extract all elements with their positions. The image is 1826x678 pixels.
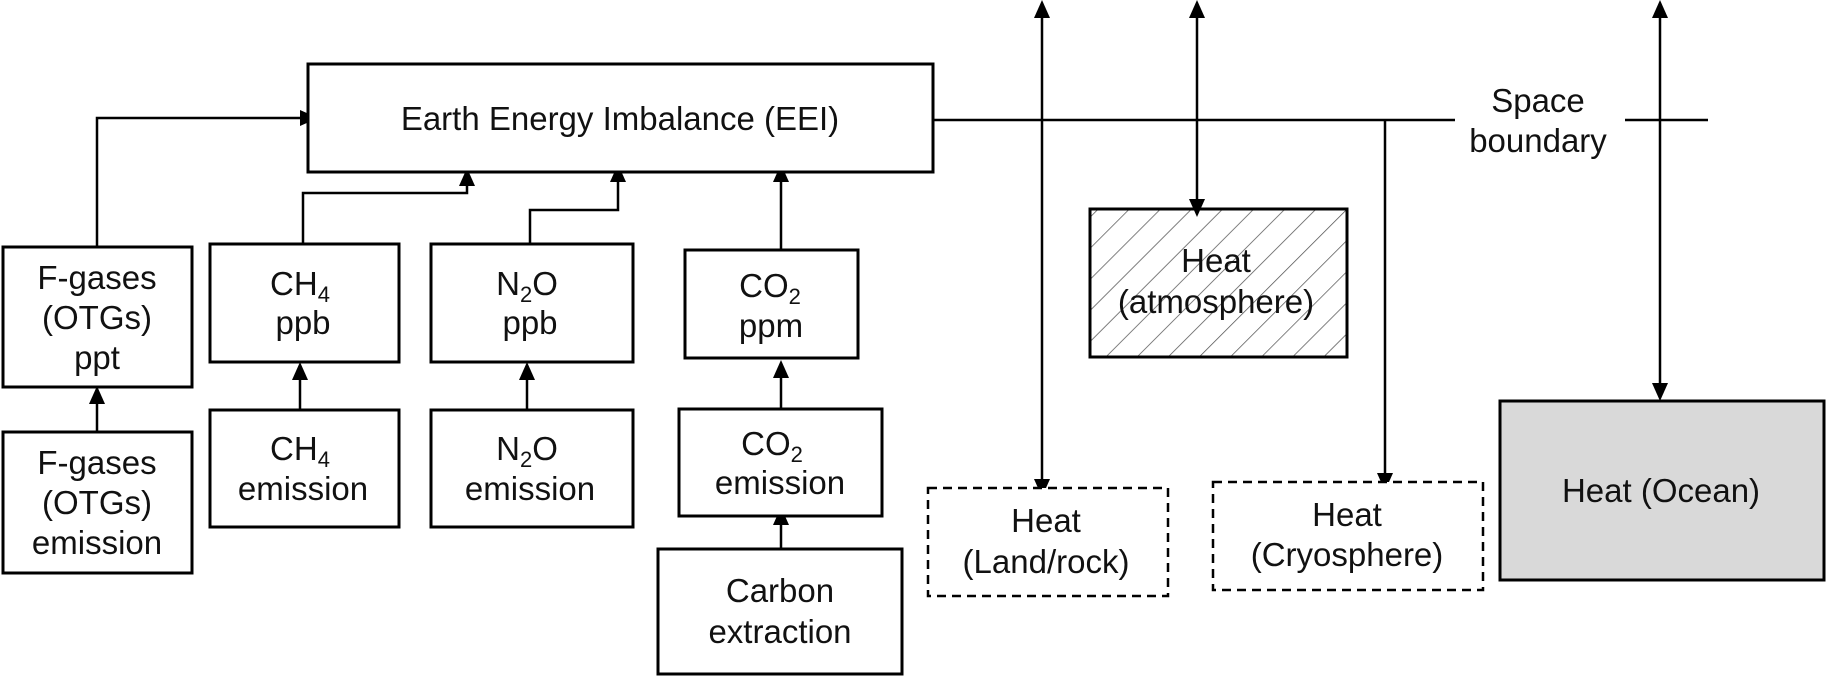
carbon-extraction-box: Carbon extraction [656, 547, 904, 676]
carbon-extraction-line1: Carbon [726, 572, 834, 609]
heat-land-line1: Heat [1011, 502, 1081, 539]
ch4-ppb-unit: ppb [275, 304, 330, 341]
n2o-emission-box: N2O emission [429, 408, 635, 529]
fgases-emission-box: F-gases (OTGs) emission [1, 430, 194, 575]
ch4-emission-label: emission [238, 470, 368, 507]
n2o-ppb-unit: ppb [502, 304, 557, 341]
arrow-n2o-emis-to-conc-head [519, 362, 535, 380]
arrow-fgases-to-eei [95, 116, 300, 247]
co2-emission-label: emission [715, 464, 845, 501]
co2-ppm-box: CO2 ppm [683, 248, 860, 360]
arrow-ch4-emis-to-conc-head [292, 362, 308, 380]
space-boundary-line1: Space [1491, 82, 1585, 119]
heat-atmosphere-line1: Heat [1181, 242, 1251, 279]
heat-atmosphere-box: Heat (atmosphere) [1088, 207, 1349, 359]
arrow-atmosphere-head-top [1189, 0, 1205, 18]
co2-emission-box: CO2 emission [677, 407, 884, 518]
ch4-ppb-formula: CH4 [270, 265, 330, 307]
heat-land-box: Heat (Land/rock) [926, 486, 1170, 598]
ch4-emission-box: CH4 emission [208, 408, 401, 529]
fgases-emission-line1: F-gases [37, 444, 156, 481]
fgases-emission-line3: emission [32, 524, 162, 561]
heat-cryosphere-box: Heat (Cryosphere) [1211, 480, 1485, 592]
n2o-emission-label: emission [465, 470, 595, 507]
heat-ocean-box: Heat (Ocean) [1498, 399, 1826, 582]
heat-cryosphere-line2: (Cryosphere) [1251, 536, 1444, 573]
space-boundary-label: Space boundary [1455, 78, 1625, 164]
heat-land-line2: (Land/rock) [963, 543, 1130, 580]
carbon-extraction-line2: extraction [708, 613, 851, 650]
space-boundary-line2: boundary [1469, 122, 1607, 159]
fgases-ppt-line2: (OTGs) [42, 299, 152, 336]
heat-cryosphere-line1: Heat [1312, 496, 1382, 533]
fgases-ppt-box: F-gases (OTGs) ppt [1, 245, 194, 389]
co2-ppm-unit: ppm [739, 307, 803, 344]
n2o-ppb-box: N2O ppb [429, 242, 635, 364]
fgases-ppt-line3: ppt [74, 339, 120, 376]
ch4-ppb-box: CH4 ppb [208, 242, 401, 364]
fgases-emission-line2: (OTGs) [42, 484, 152, 521]
arrow-ocean-head-top [1652, 0, 1668, 18]
eei-box: Earth Energy Imbalance (EEI) [306, 62, 935, 174]
co2-ppm-formula: CO2 [739, 267, 801, 309]
n2o-emission-formula: N2O [496, 430, 558, 472]
arrow-fgases-emis-to-conc-head [89, 386, 105, 404]
heat-ocean-label: Heat (Ocean) [1562, 472, 1760, 509]
heat-atmosphere-line2: (atmosphere) [1118, 283, 1314, 320]
eei-label: Earth Energy Imbalance (EEI) [401, 100, 839, 137]
arrow-ch4-to-eei [301, 183, 469, 244]
ch4-emission-formula: CH4 [270, 430, 330, 472]
co2-emission-formula: CO2 [741, 425, 803, 467]
arrow-co2-emis-to-conc-head [773, 360, 789, 378]
n2o-ppb-formula: N2O [496, 265, 558, 307]
arrow-land-head-top [1034, 0, 1050, 18]
fgases-ppt-line1: F-gases [37, 259, 156, 296]
arrow-ocean-head-bottom [1652, 383, 1668, 401]
arrow-n2o-to-eei [528, 180, 620, 244]
arrow-ch4-to-eei-head [459, 168, 475, 186]
